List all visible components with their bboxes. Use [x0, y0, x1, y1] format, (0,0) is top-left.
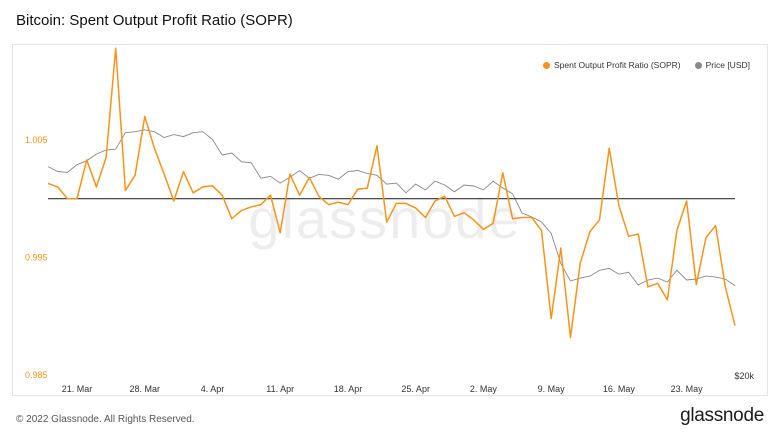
brand-logo[interactable]: glassnode [680, 405, 764, 426]
legend-swatch-price [694, 61, 702, 69]
series-sopr-line [47, 47, 736, 339]
chart-legend: Spent Output Profit Ratio (SOPR) Price [… [542, 60, 750, 70]
x-tick-label: 16. May [603, 384, 636, 394]
x-tick-label: 11. Apr [266, 384, 294, 394]
x-tick-label: 9. May [538, 384, 566, 394]
y-tick-label: 0.985 [25, 370, 48, 380]
x-tick-label: 18. Apr [334, 384, 363, 394]
x-tick-label: 28. Mar [130, 384, 161, 394]
watermark: glassnode [248, 187, 521, 250]
price-layer [47, 129, 736, 287]
legend-item-price[interactable]: Price [USD] [694, 60, 750, 70]
y-tick-label: 1.005 [25, 135, 48, 145]
legend-item-sopr[interactable]: Spent Output Profit Ratio (SOPR) [542, 60, 681, 70]
x-tick-label: 25. Apr [401, 384, 430, 394]
x-tick-label: 2. May [470, 384, 498, 394]
y-right-tick-label: $20k [734, 371, 754, 381]
footer-copyright: © 2022 Glassnode. All Rights Reserved. [16, 414, 195, 425]
series-price-line [47, 129, 736, 287]
chart-panel [12, 44, 768, 396]
y-tick-label: 0.995 [25, 252, 48, 262]
legend-label-price: Price [USD] [705, 60, 750, 70]
axis-layer: 0.985 0.995 1.005 21. Mar 28. Mar 4. Apr 11. A… [25, 135, 754, 394]
x-tick-label: 23. May [671, 384, 704, 394]
x-tick-label: 4. Apr [201, 384, 225, 394]
sopr-layer [47, 47, 736, 339]
legend-label-sopr: Spent Output Profit Ratio (SOPR) [553, 60, 681, 70]
page-title: Bitcoin: Spent Output Profit Ratio (SOPR… [16, 12, 293, 29]
x-tick-label: 21. Mar [62, 384, 93, 394]
legend-swatch-sopr [542, 61, 550, 69]
